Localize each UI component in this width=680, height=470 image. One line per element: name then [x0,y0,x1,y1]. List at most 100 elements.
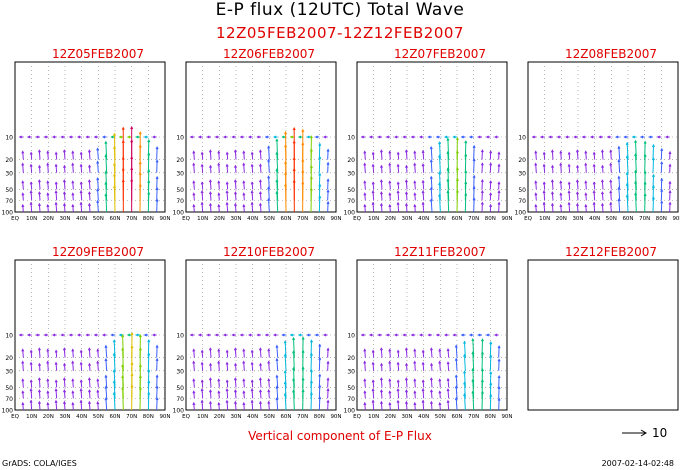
flux-vector-head [258,377,262,381]
flux-vector-head [472,144,476,149]
y-tick-label: 30 [347,368,355,375]
flux-vector-head [326,161,330,165]
flux-vector-head [660,200,664,204]
flux-vector-head [217,150,221,154]
flux-vector-head [318,396,322,400]
flux-vector-head [54,361,58,365]
flux-vector [551,192,554,201]
flux-vector-head [259,362,263,366]
flux-vector [276,345,279,358]
flux-vector-head [430,362,434,366]
flux-vector [22,151,24,160]
flux-vector [38,390,41,399]
flux-vector [72,402,74,411]
flux-vector-head [394,135,398,139]
flux-vector-head [480,367,484,372]
flux-vector-head [405,362,409,366]
flux-vector-head [435,135,439,139]
x-tick-label: 90N [672,216,680,222]
flux-vector-head [46,180,50,184]
y-tick-label: 30 [347,170,355,177]
x-tick-label: 30N [59,414,70,420]
flux-vector-head [29,361,33,365]
flux-vector-head [380,389,383,393]
flux-vector-head [225,361,229,365]
flux-vector-head [206,135,210,139]
flux-vector [652,197,655,213]
flux-vector [38,165,41,173]
flux-vector-head [643,181,647,185]
flux-vector-head [104,344,108,348]
flux-vector [389,379,391,388]
flux-vector [585,204,587,213]
flux-vector [422,191,425,201]
flux-vector [47,402,49,411]
flux-vector [234,378,237,388]
flux-vector [63,180,66,190]
flux-vector-head [609,179,613,183]
flux-vector-head [377,135,381,139]
flux-vector-head [625,155,629,159]
flux-vector-head [497,385,501,390]
flux-vector [364,204,366,213]
flux-vector-head [130,139,134,143]
x-tick-label: 60N [109,216,120,222]
flux-vector-head [21,348,25,352]
flux-vector-head [380,202,383,207]
flux-vector [268,379,270,388]
flux-vector-head [471,367,475,372]
flux-vector-head [138,160,142,165]
x-tick-label: 30N [59,216,70,222]
flux-vector-head [438,154,442,158]
flux-vector-head [371,201,375,205]
flux-vector [55,191,58,201]
flux-vector-head [127,333,131,337]
flux-vector-head [438,390,442,394]
flux-vector [405,363,408,371]
flux-vector-head [155,175,159,180]
flux-vector-head [234,191,237,195]
flux-vector-head [301,142,305,146]
flux-vector-head [223,135,227,139]
flux-vector-head [405,202,408,207]
flux-vector [551,203,554,213]
flux-vector [268,159,270,173]
y-tick-label: 20 [176,157,184,164]
flux-vector-head [550,149,554,153]
flux-vector-head [371,379,375,383]
flux-vector-head [127,135,131,139]
flux-vector-head [155,385,159,389]
x-tick-label: EQ [182,216,190,222]
flux-vector-head [283,381,287,385]
flux-vector-head [452,333,456,337]
flux-vector [47,204,49,213]
flux-vector [55,164,58,173]
flux-vector-head [542,163,546,167]
flux-vector [251,380,254,388]
flux-vector-head [147,339,151,343]
flux-vector [364,163,366,173]
flux-vector [80,400,83,411]
flux-vector-head [435,333,439,337]
x-tick-label: 70N [126,216,137,222]
flux-vector [593,152,596,160]
flux-vector [193,361,195,371]
flux-vector [610,202,612,213]
x-tick-label: 70N [297,414,308,420]
y-tick-label: 50 [5,187,13,194]
flux-vector-head [284,144,288,148]
flux-vector-head [267,145,271,149]
flux-vector [535,193,537,201]
flux-vector-head [309,135,313,139]
flux-vector-head [388,192,392,196]
flux-vector [414,379,416,388]
flux-vector [618,199,621,213]
flux-vector [430,199,433,213]
flux-vector [88,363,91,371]
flux-vector-head [242,162,246,166]
flux-vector-head [104,374,108,378]
flux-vector-head [651,196,655,200]
flux-vector-head [275,374,279,378]
chart-caption: Vertical component of E-P Flux [248,429,432,443]
flux-vector-head [584,203,588,208]
